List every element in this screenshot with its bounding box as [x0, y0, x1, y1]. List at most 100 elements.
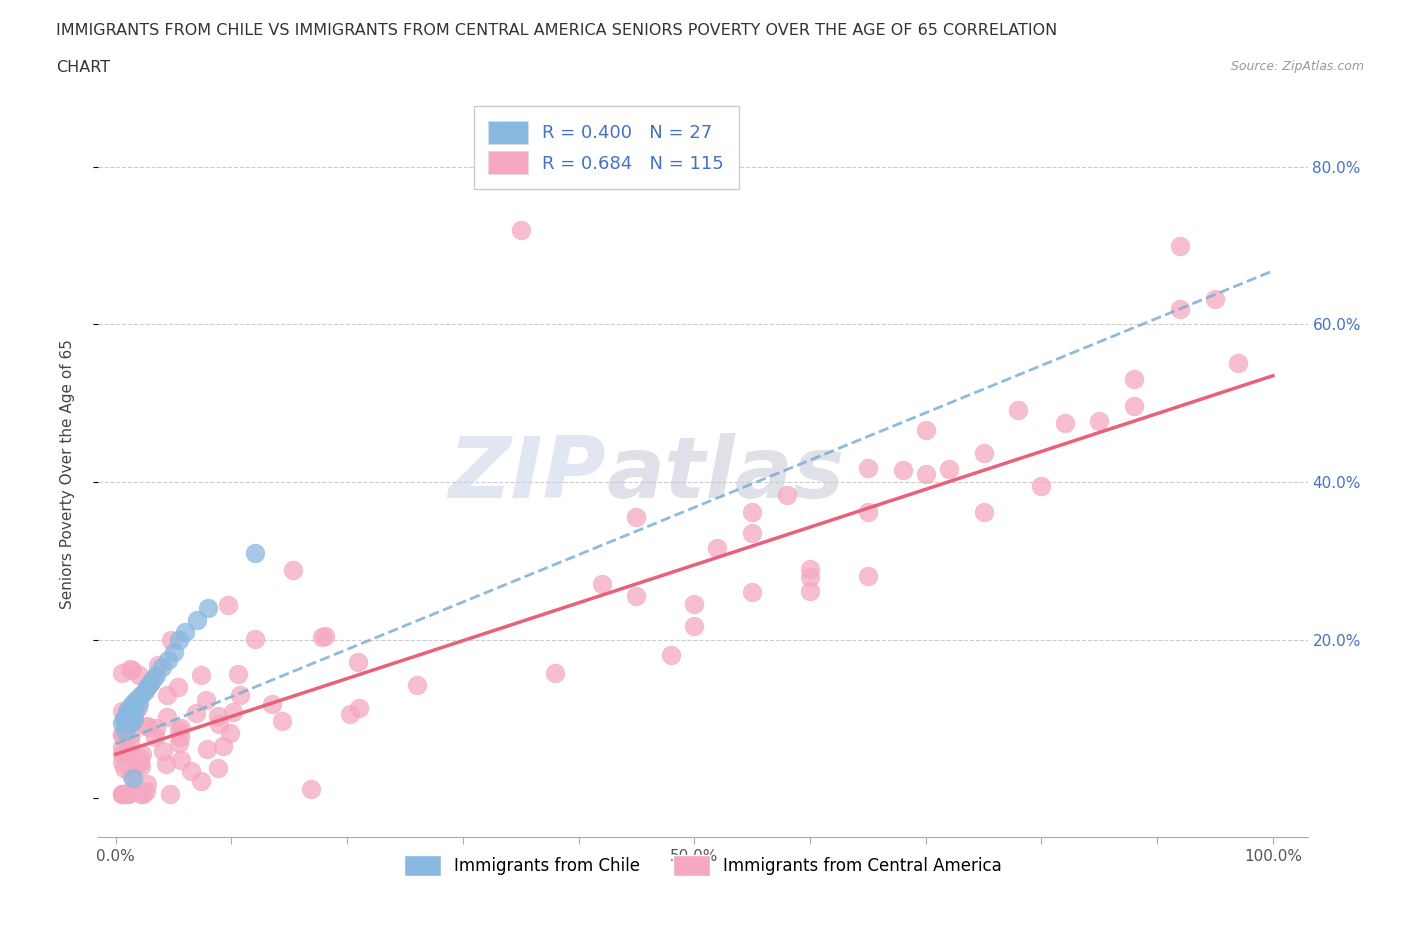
Point [117, 786, 139, 801]
Point [120, 715, 142, 730]
Point [706, 540, 728, 555]
Point [207, 708, 229, 723]
Point [180, 764, 202, 778]
Point [128, 668, 150, 683]
Point [118, 716, 141, 731]
Point [1168, 238, 1191, 253]
Point [117, 703, 139, 718]
Point [207, 761, 229, 776]
Point [339, 706, 361, 721]
Point [117, 786, 139, 801]
Point [156, 688, 179, 703]
Point [111, 754, 134, 769]
Point [159, 786, 181, 801]
Point [1088, 413, 1111, 428]
Point [134, 684, 156, 698]
Point [544, 666, 567, 681]
Point [243, 546, 266, 561]
Point [167, 736, 190, 751]
Point [110, 786, 132, 801]
Point [856, 505, 879, 520]
Point [121, 662, 143, 677]
Point [1123, 372, 1146, 387]
Point [115, 708, 138, 723]
Point [156, 710, 179, 724]
Point [120, 726, 142, 741]
Point [120, 767, 142, 782]
Point [856, 568, 879, 583]
Point [169, 730, 191, 745]
Point [128, 754, 150, 769]
Point [120, 783, 142, 798]
Point [1227, 355, 1250, 370]
Point [799, 570, 821, 585]
Point [124, 703, 146, 718]
Point [143, 729, 166, 744]
Point [118, 662, 141, 677]
Point [136, 680, 159, 695]
Point [914, 467, 936, 482]
Point [135, 777, 157, 791]
Text: Source: ZipAtlas.com: Source: ZipAtlas.com [1230, 60, 1364, 73]
Point [347, 700, 370, 715]
Point [1204, 292, 1226, 307]
Point [938, 461, 960, 476]
Point [118, 733, 141, 748]
Point [208, 717, 231, 732]
Point [128, 696, 150, 711]
Point [776, 487, 799, 502]
Point [131, 747, 153, 762]
Point [195, 741, 218, 756]
Point [114, 744, 136, 759]
Point [110, 715, 132, 730]
Point [683, 618, 706, 633]
Point [190, 774, 212, 789]
Point [281, 563, 304, 578]
Text: IMMIGRANTS FROM CHILE VS IMMIGRANTS FROM CENTRAL AMERICA SENIORS POVERTY OVER TH: IMMIGRANTS FROM CHILE VS IMMIGRANTS FROM… [56, 23, 1057, 38]
Point [128, 751, 150, 765]
Point [1123, 399, 1146, 414]
Point [229, 687, 252, 702]
Point [799, 583, 821, 598]
Point [222, 705, 245, 720]
Point [125, 758, 148, 773]
Point [110, 666, 132, 681]
Point [314, 629, 336, 644]
Point [741, 584, 763, 599]
Point [741, 525, 763, 540]
Point [139, 677, 162, 692]
Point [115, 713, 138, 728]
Point [190, 668, 212, 683]
Point [626, 510, 648, 525]
Point [914, 422, 936, 437]
Point [112, 711, 135, 726]
Point [799, 562, 821, 577]
Point [683, 596, 706, 611]
Point [219, 726, 242, 741]
Point [973, 445, 995, 460]
Point [111, 786, 134, 801]
Point [129, 759, 152, 774]
Point [127, 701, 149, 716]
Point [124, 711, 146, 726]
Point [145, 668, 167, 683]
Point [112, 761, 135, 776]
Y-axis label: Seniors Poverty Over the Age of 65: Seniors Poverty Over the Age of 65 [60, 339, 75, 609]
Point [186, 613, 208, 628]
Point [118, 744, 141, 759]
Point [110, 703, 132, 718]
Point [405, 677, 427, 692]
Point [169, 632, 191, 647]
Point [211, 738, 233, 753]
Point [132, 786, 155, 801]
Point [146, 658, 169, 672]
Point [509, 222, 531, 237]
Point [1031, 479, 1053, 494]
Text: ZIP: ZIP [449, 432, 606, 516]
Point [197, 601, 219, 616]
Point [174, 625, 197, 640]
Text: atlas: atlas [606, 432, 845, 516]
Point [167, 723, 190, 737]
Point [110, 786, 132, 801]
Point [271, 714, 294, 729]
